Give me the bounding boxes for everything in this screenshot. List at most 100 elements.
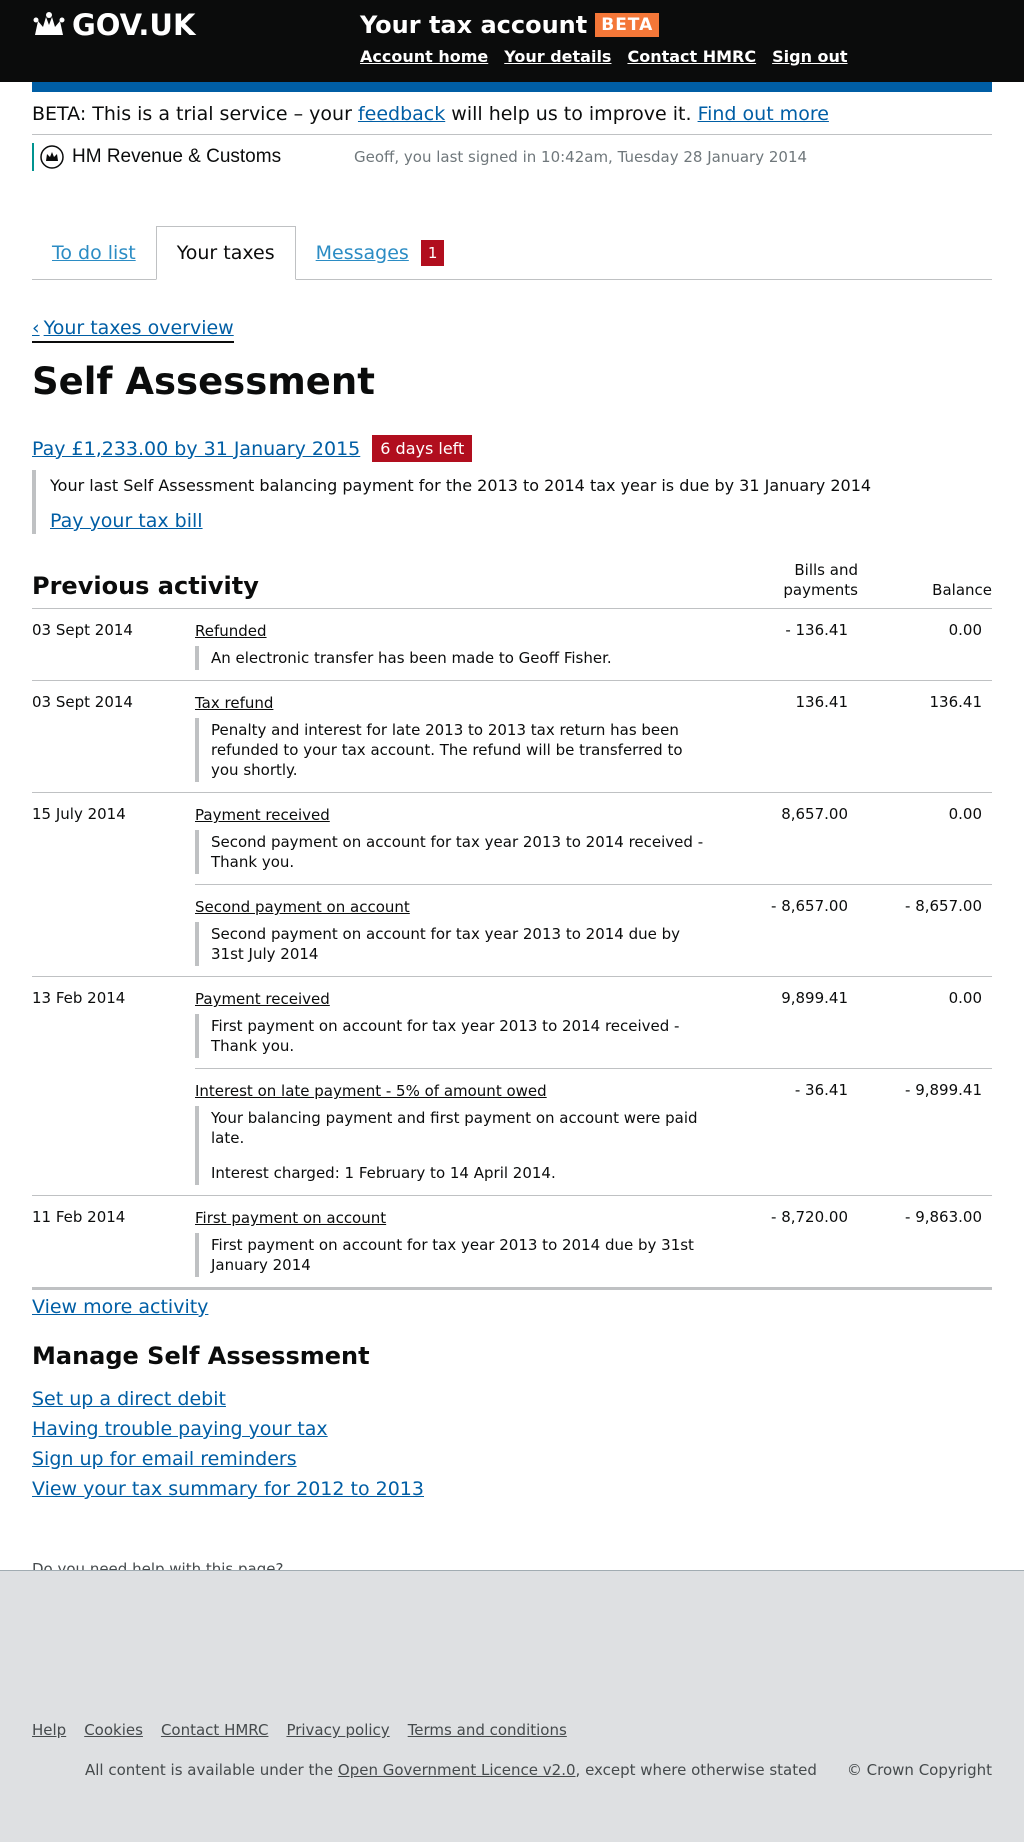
manage-link[interactable]: View your tax summary for 2012 to 2013 [32,1478,424,1500]
manage-section: Manage Self Assessment Set up a direct d… [32,1342,992,1504]
amount: 9,899.41 [781,989,848,1007]
pay-link[interactable]: Pay £1,233.00 by 31 January 2015 [32,437,361,460]
activity-group: 13 Feb 2014 Payment received First payment… [32,977,992,1196]
nav-link[interactable]: Account home [360,47,489,66]
blue-bar [32,82,992,92]
logo[interactable]: GOV.UK [32,8,195,42]
detail-text: Second payment on account for tax year 2… [211,925,681,963]
activity-group: 11 Feb 2014 First payment on account First… [32,1196,992,1290]
footer-link[interactable]: Privacy policy [286,1721,390,1739]
activity-title[interactable]: Second payment on account [195,898,410,916]
column-header: Balance [932,581,992,599]
activity-title[interactable]: Payment received [195,806,330,824]
activity-item: Tax refund Penalty and interest for late … [195,681,992,792]
pay-bill-link[interactable]: Pay your tax bill [50,510,203,532]
balance: 0.00 [948,621,982,639]
back-text: Your taxes overview [43,317,234,339]
more-activity-link[interactable]: View more activity [32,1296,209,1318]
activity-date: 03 Sept 2014 [32,693,133,711]
footer-link[interactable]: Contact HMRC [160,1721,269,1739]
licence-link[interactable]: Open Government Licence v2.0 [337,1761,576,1779]
activity-item: Refunded An electronic transfer has been … [195,609,992,680]
activity-group: 15 July 2014 Payment received Second payme… [32,793,992,977]
amount: - 8,720.00 [771,1208,848,1226]
last-signed-in: Geoff, you last signed in 10:42am, Tuesd… [354,148,808,166]
find-out-link[interactable]: Find out more [697,103,829,125]
back-link[interactable]: ‹ Your taxes overview [32,317,234,343]
column-header: Bills and payments [783,561,858,599]
activity-title[interactable]: Payment received [195,990,330,1008]
activity-items: First payment on account First payment on… [195,1196,992,1287]
tab-label: To do list [52,241,136,264]
amount: - 36.41 [794,1081,848,1099]
activity-details: An electronic transfer has been made to … [195,646,710,670]
department-name: HM Revenue & Customs [72,146,282,167]
footer-link[interactable]: Help [32,1721,67,1739]
activity-description: Payment received Second payment on accoun… [195,805,710,874]
activity-title[interactable]: First payment on account [195,1209,387,1227]
tab[interactable]: To do list [32,226,156,279]
activity-title[interactable]: Refunded [195,622,267,640]
nav-link[interactable]: Sign out [772,47,848,66]
feedback-link[interactable]: feedback [357,103,446,125]
note-text: Your last Self Assessment balancing paym… [50,476,872,495]
service-name: Your tax account BETA [360,11,660,39]
activity-date: 15 July 2014 [32,805,126,823]
beta-banner: BETA: This is a trial service – your fee… [32,92,992,135]
manage-link[interactable]: Having trouble paying your tax [32,1418,328,1440]
tab[interactable]: Messages 1 [296,226,465,279]
activity-item: Interest on late payment - 5% of amount … [195,1068,992,1195]
footer-link[interactable]: Terms and conditions [407,1721,567,1739]
manage-link[interactable]: Set up a direct debit [32,1388,226,1410]
activity-item: Second payment on account Second payment … [195,884,992,976]
activity-title[interactable]: Tax refund [195,694,274,712]
crown-icon [33,12,65,35]
activity-description: Interest on late payment - 5% of amount … [195,1081,710,1185]
activity-description: Refunded An electronic transfer has been … [195,621,710,670]
activity-date: 03 Sept 2014 [32,621,133,639]
detail-text: Penalty and interest for late 2013 to 20… [211,721,683,779]
detail-text: An electronic transfer has been made to … [211,649,612,667]
activity-items: Tax refund Penalty and interest for late … [195,681,992,792]
nav-link[interactable]: Your details [504,47,612,66]
footer-link[interactable]: Cookies [84,1721,143,1739]
days-left-tag: 6 days left [372,435,473,462]
activity-description: Second payment on account Second payment … [195,897,710,966]
activity-details: Penalty and interest for late 2013 to 20… [195,718,710,782]
licence: All content is available under the Open … [85,1761,817,1779]
activity-description: Tax refund Penalty and interest for late … [195,693,710,782]
copyright: © Crown Copyright [846,1761,992,1779]
message-count: 1 [420,239,445,266]
department: HM Revenue & Customs Geoff, you last sig… [32,143,992,171]
detail-text: First payment on account for tax year 20… [211,1236,694,1274]
activity-items: Payment received Second payment on accoun… [195,793,992,976]
activity-title[interactable]: Interest on late payment - 5% of amount … [195,1082,547,1100]
activity-details: Second payment on account for tax year 2… [195,830,710,874]
payment-note: Your last Self Assessment balancing paym… [32,470,992,534]
crest-icon [40,145,64,169]
activity-heading: Previous activity [32,572,259,600]
header: GOV.UK Your tax account BETA Account hom… [0,0,1024,82]
tab[interactable]: Your taxes [155,226,296,280]
payment-due: Pay £1,233.00 by 31 January 2015 6 days … [32,435,992,462]
manage-links: Set up a direct debit Having trouble payi… [32,1384,992,1504]
manage-link[interactable]: Sign up for email reminders [32,1448,297,1470]
activity-date: 11 Feb 2014 [32,1208,126,1226]
activity-details: First payment on account for tax year 20… [195,1233,710,1277]
amount: - 8,657.00 [771,897,848,915]
service-title[interactable]: Your tax account [360,11,588,39]
activity-item: First payment on account First payment on… [195,1196,992,1287]
tabs: To do list Your taxes Messages 1 [32,226,992,280]
activity-items: Payment received First payment on account… [195,977,992,1195]
footer: Help Cookies Contact HMRC Privacy policy Ter… [0,1570,1024,1842]
tab-label: Your taxes [176,242,275,264]
activity-group: 03 Sept 2014 Tax refund Penalty and intere… [32,681,992,793]
activity-header: Previous activity Bills and payments Bal… [32,560,992,609]
manage-heading: Manage Self Assessment [32,1342,370,1370]
balance: 136.41 [929,693,983,711]
balance: 0.00 [948,805,982,823]
amount: 8,657.00 [781,805,848,823]
activity-group: 03 Sept 2014 Refunded An electronic transf… [32,609,992,681]
nav-link[interactable]: Contact HMRC [627,47,757,66]
